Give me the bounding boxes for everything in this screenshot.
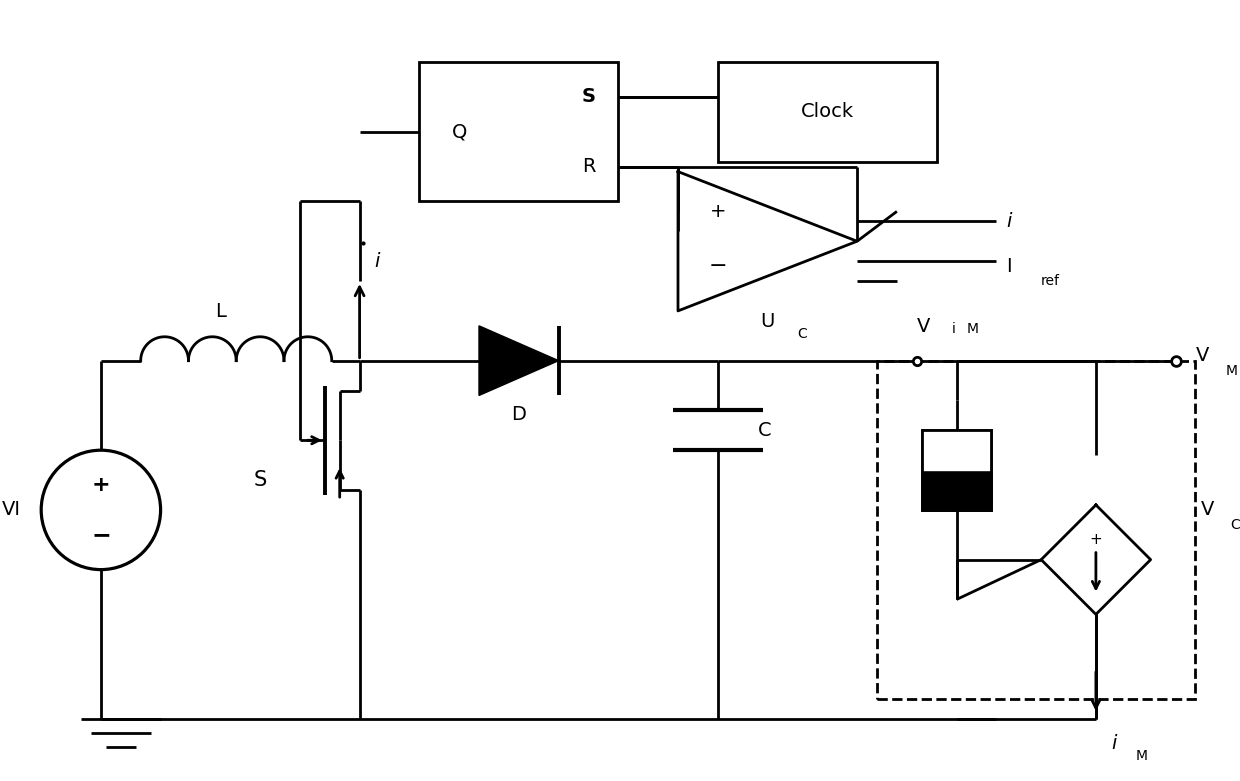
Polygon shape	[479, 326, 558, 395]
Text: I: I	[1007, 257, 1012, 276]
Text: ref: ref	[1042, 274, 1060, 288]
Text: +: +	[1090, 533, 1102, 547]
Text: +: +	[709, 202, 727, 221]
Text: i: i	[374, 251, 379, 271]
Text: C: C	[797, 326, 807, 341]
Text: S: S	[253, 470, 267, 490]
Text: −: −	[91, 522, 110, 547]
Text: C: C	[758, 421, 771, 440]
Text: i: i	[1111, 734, 1116, 753]
Bar	[921, 430, 992, 510]
Text: VI: VI	[1, 501, 21, 519]
Text: M: M	[1225, 364, 1238, 377]
Bar	[718, 62, 936, 162]
Bar	[921, 430, 992, 510]
Text: R: R	[582, 157, 595, 177]
Text: D: D	[511, 405, 526, 424]
Text: C: C	[1230, 518, 1240, 532]
Bar	[877, 361, 1195, 699]
Text: S: S	[582, 87, 595, 106]
Text: V: V	[1200, 501, 1214, 519]
Polygon shape	[921, 430, 992, 470]
Polygon shape	[921, 470, 992, 510]
Text: V: V	[1195, 346, 1209, 366]
Text: U: U	[760, 312, 775, 331]
Text: M: M	[966, 322, 978, 336]
Text: i: i	[951, 322, 956, 336]
Text: i: i	[1007, 212, 1012, 231]
Text: Q: Q	[451, 123, 466, 141]
Text: −: −	[708, 256, 727, 276]
Text: L: L	[215, 301, 226, 321]
Bar	[419, 62, 619, 201]
Text: +: +	[92, 475, 110, 495]
Text: Clock: Clock	[801, 102, 854, 121]
Text: M: M	[1136, 749, 1148, 763]
Text: V: V	[916, 317, 930, 336]
